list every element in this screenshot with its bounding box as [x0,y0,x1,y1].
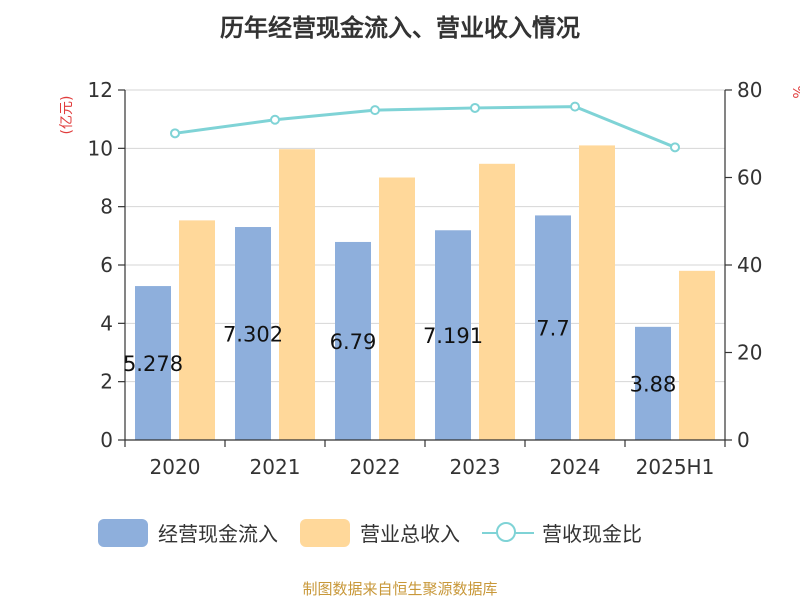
ratio-point [470,102,480,113]
x-axis-tick-label: 2023 [450,455,501,479]
right-axis-unit: % [789,85,800,98]
bars [135,145,715,441]
left-axis-tick-label: 4 [100,311,113,335]
ratio-point [170,128,180,139]
data-label-cash-inflow: 3.88 [630,372,677,396]
ratio-point [370,105,380,116]
bar-cash-inflow [535,215,571,440]
data-label-cash-inflow: 7.7 [536,317,569,341]
right-axis-tick-label: 40 [737,253,762,277]
bar-revenue [379,177,415,440]
left-axis-tick-label: 2 [100,370,113,394]
right-axis-tick-label: 60 [737,166,762,190]
legend-swatch-cash-inflow [98,518,148,547]
legend: 经营现金流入 营业总收入 营收现金比 [98,518,664,547]
left-axis-unit: (亿元) [59,96,75,135]
legend-item-cash-inflow[interactable]: 经营现金流入 [98,518,278,547]
legend-swatch-ratio [482,519,534,547]
legend-label-ratio: 营收现金比 [542,522,642,546]
right-axis-tick-label: 20 [737,341,762,365]
ratio-point [570,101,580,112]
right-axis-tick-label: 80 [737,78,762,102]
bar-revenue [679,270,715,440]
data-label-cash-inflow: 7.191 [423,324,483,348]
left-axis-tick-label: 12 [88,78,113,102]
legend-swatch-revenue [300,518,350,547]
data-labels: 5.278 7.302 6.79 7.191 7.7 3.88 [123,317,676,397]
left-axis-tick-label: 6 [100,253,113,277]
left-axis-tick-label: 10 [88,136,113,160]
left-axis-tick-label: 0 [100,428,113,452]
bar-revenue [479,163,515,440]
legend-item-ratio[interactable]: 营收现金比 [482,518,642,547]
bar-cash-inflow [135,286,171,440]
x-axis-tick-label: 2020 [150,455,201,479]
x-axis-tick-label: 2025H1 [636,455,715,479]
bar-cash-inflow [335,241,371,440]
data-label-cash-inflow: 7.302 [223,323,283,347]
data-label-cash-inflow: 5.278 [123,352,183,376]
bar-cash-inflow [235,227,271,440]
ratio-line-path [174,105,676,149]
bar-cash-inflow [635,326,671,440]
bar-revenue [179,220,215,440]
legend-label-cash-inflow: 经营现金流入 [158,522,278,546]
source-note: 制图数据来自恒生聚源数据库 [302,580,498,598]
data-label-cash-inflow: 6.79 [330,330,377,354]
bar-revenue [579,145,615,440]
axes: 0 2 4 6 8 10 12 (亿元) 0 20 40 60 80% 2020 2021 2022 2023 2… [59,78,800,479]
x-axis-tick-label: 2022 [350,455,401,479]
ratio-line [170,101,680,153]
legend-label-revenue: 营业总收入 [360,522,460,546]
ratio-point [670,142,680,153]
right-axis-tick-label: 0 [737,428,750,452]
x-axis-tick-label: 2024 [550,455,601,479]
x-axis-tick-label: 2021 [250,455,301,479]
legend-item-revenue[interactable]: 营业总收入 [300,518,460,547]
left-axis-tick-label: 8 [100,195,113,219]
chart-title: 历年经营现金流入、营业收入情况 [220,14,580,42]
bar-cash-inflow [435,230,471,440]
ratio-point [270,114,280,125]
bar-revenue [279,149,315,441]
